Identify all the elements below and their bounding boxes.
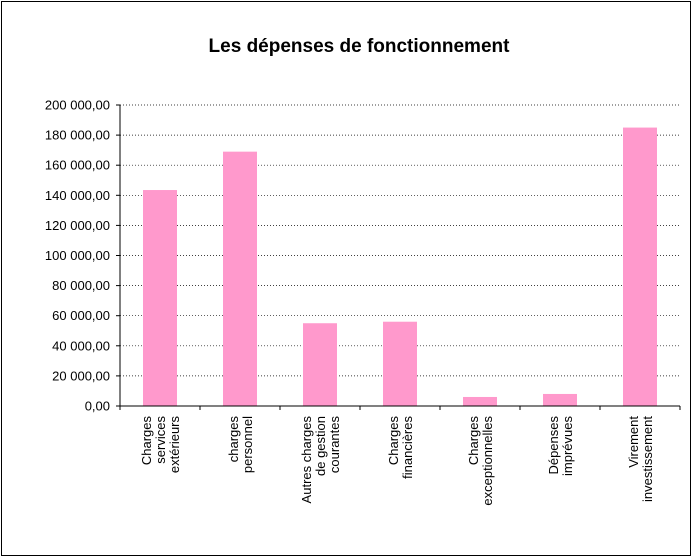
x-tick-label: Charges xyxy=(386,416,401,466)
x-tick-label: financières xyxy=(400,416,415,479)
y-tick-label: 180 000,00 xyxy=(45,128,110,143)
x-tick-label: services xyxy=(153,416,168,464)
x-tick-label: courantes xyxy=(327,416,342,474)
y-tick-label: 20 000,00 xyxy=(52,368,110,383)
y-tick-label: 60 000,00 xyxy=(52,308,110,323)
x-tick-label: personnel xyxy=(240,416,255,473)
x-tick-label: extérieurs xyxy=(167,416,182,474)
x-tick-label: investissement xyxy=(640,416,655,502)
bar xyxy=(463,396,497,406)
x-tick-label: de gestion xyxy=(313,416,328,476)
x-tick-label: charges xyxy=(226,416,241,463)
bar xyxy=(383,321,417,406)
x-tick-label: Autres charges xyxy=(299,416,314,504)
y-tick-label: 200 000,00 xyxy=(45,98,110,113)
bar xyxy=(223,151,257,406)
x-tick-label: imprévues xyxy=(560,416,575,476)
x-tick-label: exceptionnelles xyxy=(480,416,495,506)
x-tick-label: Charges xyxy=(466,416,481,466)
bar xyxy=(623,127,657,406)
x-tick-label: Dépenses xyxy=(546,416,561,475)
bar xyxy=(143,190,177,406)
bar xyxy=(303,323,337,406)
bar xyxy=(543,393,577,406)
y-tick-label: 0,00 xyxy=(85,399,110,414)
y-tick-label: 120 000,00 xyxy=(45,218,110,233)
x-tick-label: Virement xyxy=(626,416,641,468)
chart-title: Les dépenses de fonctionnement xyxy=(209,36,511,57)
y-tick-label: 160 000,00 xyxy=(45,158,110,173)
y-tick-label: 40 000,00 xyxy=(52,338,110,353)
y-tick-label: 140 000,00 xyxy=(45,188,110,203)
y-tick-label: 80 000,00 xyxy=(52,278,110,293)
x-tick-label: Charges xyxy=(139,416,154,466)
y-tick-label: 100 000,00 xyxy=(45,248,110,263)
